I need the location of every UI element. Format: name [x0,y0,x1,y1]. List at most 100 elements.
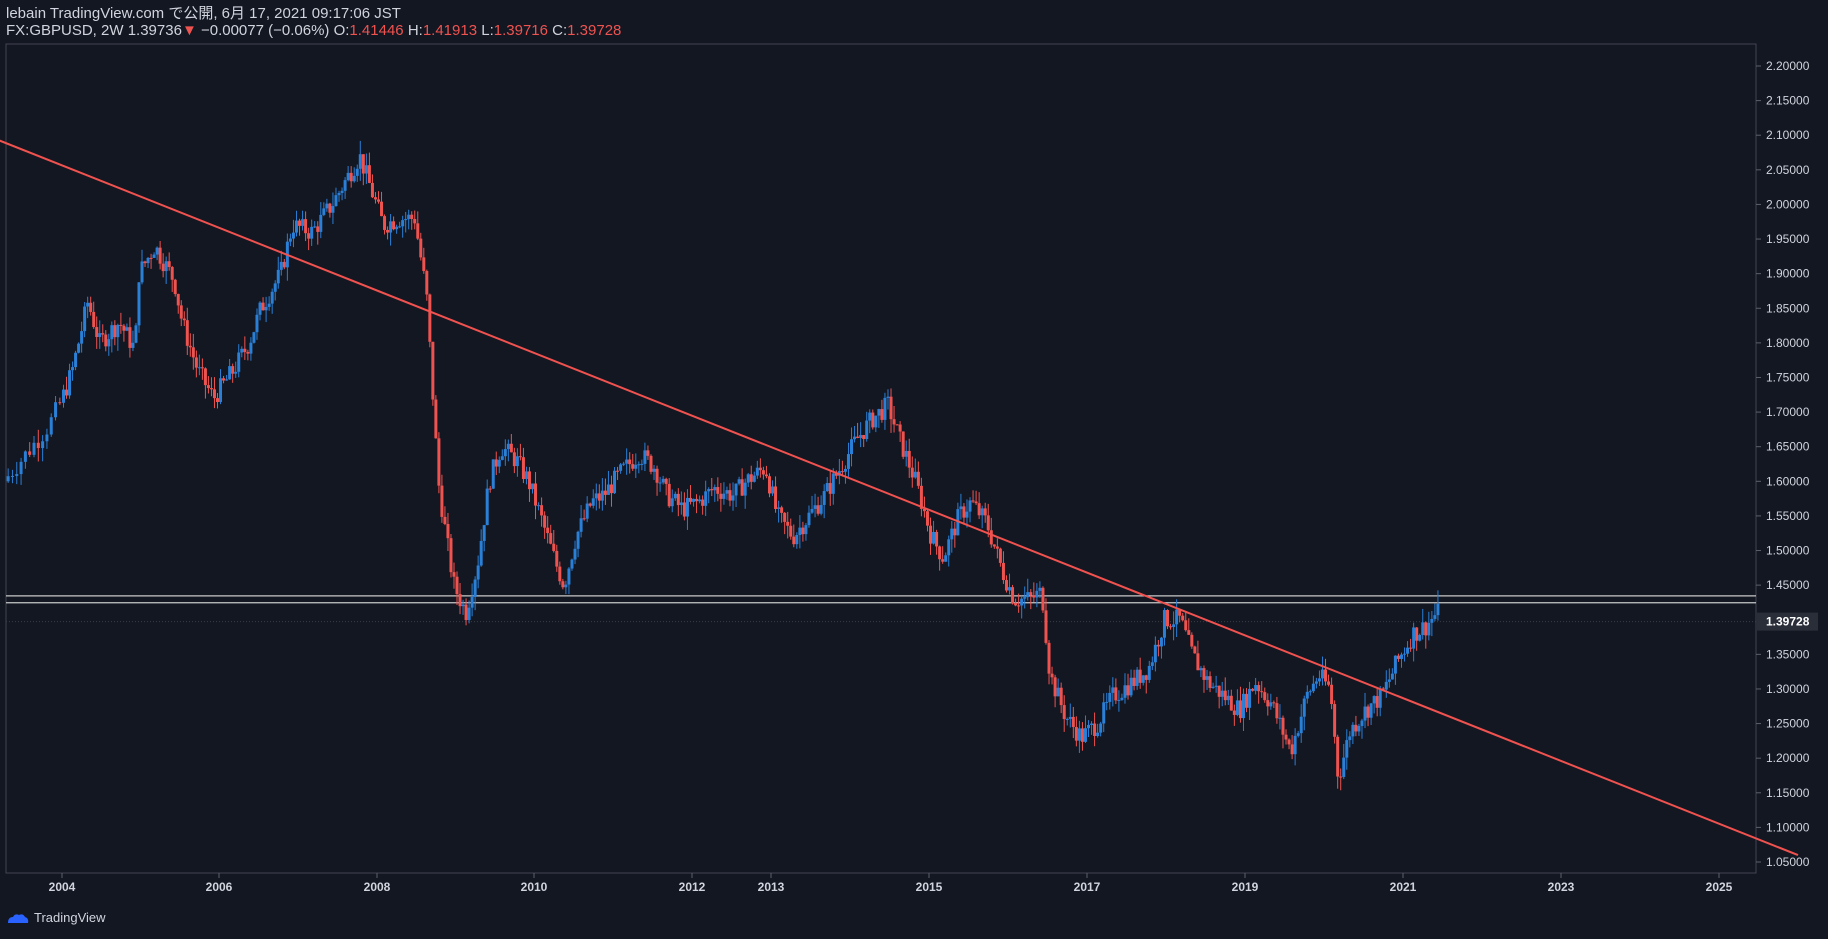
candle-body [746,474,750,483]
candle-body [461,604,465,607]
candle-body [664,478,668,484]
candle-body [1172,624,1176,628]
candle-body [1056,687,1060,697]
candle-body [1342,757,1346,777]
candle-body [176,294,180,306]
candle-body [1205,676,1209,680]
candle-body [1114,687,1118,701]
candle-body [361,154,365,174]
candle-body [446,523,450,539]
candle-body [364,165,368,174]
candle-body [428,294,432,342]
candle-body [989,530,993,545]
candle-body [916,471,920,486]
candle-body [512,452,516,467]
candle-body [798,527,802,535]
candle-body [167,261,171,268]
candle-body [1369,703,1373,718]
candle-body [119,324,123,326]
candle-body [1357,725,1361,732]
candle-body [755,467,759,476]
candle-body [1345,740,1349,758]
candle-body [1254,685,1258,691]
candle-body [71,367,75,371]
brand-name: TradingView [34,910,106,925]
candle-body [485,488,489,526]
candle-body [995,546,999,549]
price-tick-label: 2.05000 [1766,163,1810,177]
candle-body [497,459,501,467]
candle-body [170,267,174,280]
time-axis[interactable]: 2004 2006 2008 2010 2012 2013 2015 2017 2019 2021… [49,873,1733,894]
candle-body [1196,653,1200,671]
candle-body [506,443,510,450]
candle-body [810,508,814,513]
candle-body [925,511,929,526]
candle-body [1424,622,1428,636]
candle-body [1023,597,1027,599]
candle-body [673,493,677,499]
candle-body [947,539,951,556]
candle-body [1050,673,1054,678]
symbol-interval[interactable]: FX:GBPUSD, 2W [6,22,124,39]
candle-body [1153,644,1157,663]
candle-body [1202,668,1206,680]
candle-body [771,486,775,494]
candle-body [883,397,887,420]
candle-body [1272,702,1276,704]
trendline-segment[interactable] [0,45,1799,857]
candle-body [941,559,945,562]
trendline[interactable] [0,45,1799,857]
candle-body [649,455,653,472]
candle-body [1062,705,1066,720]
time-tick-label: 2015 [916,880,943,894]
candle-body [515,456,519,467]
candle-body [813,505,817,509]
down-arrow-icon: ▼ [181,22,197,39]
price-tick-label: 1.95000 [1766,232,1810,246]
candle-body [1150,662,1154,666]
candle-body [552,543,556,551]
candle-body [1093,723,1097,737]
candle-body [679,502,683,506]
candle-body [807,512,811,526]
candle-body [1314,681,1318,684]
candle-body [86,302,90,307]
candle-body [422,257,426,272]
candle-body [789,525,793,537]
candle-body [1348,736,1352,741]
candle-body [158,247,162,264]
candle-body [625,459,629,464]
candle-body [816,505,820,514]
candle-body [722,493,726,499]
candle-body [895,424,899,426]
candle-body [1302,698,1306,717]
candle-body [740,479,744,496]
price-tick-label: 1.15000 [1766,786,1810,800]
candle-body [488,488,492,490]
candle-body [777,507,781,509]
candle-body [537,505,541,507]
time-tick-label: 2021 [1390,880,1417,894]
price-axis[interactable]: 1.05000 1.10000 1.15000 1.20000 1.25000 1.300… [1756,59,1818,869]
candle-body [831,473,835,494]
candle-body [206,385,210,389]
candle-body [549,533,553,544]
candle-body [767,476,771,494]
candle-body [1008,587,1012,591]
candle-body [971,500,975,502]
candle-body [410,214,414,220]
candle-body [212,389,216,399]
candle-body [567,568,571,585]
candle-body [1317,678,1321,682]
candle-body [215,398,219,403]
candle-body [582,518,586,520]
candle-body [222,378,226,381]
candle-body [1430,618,1434,623]
candle-body [968,500,972,512]
candle-body [188,345,192,348]
candle-body [1105,701,1109,703]
price-tick-label: 1.25000 [1766,717,1810,731]
candle-body [473,579,477,598]
